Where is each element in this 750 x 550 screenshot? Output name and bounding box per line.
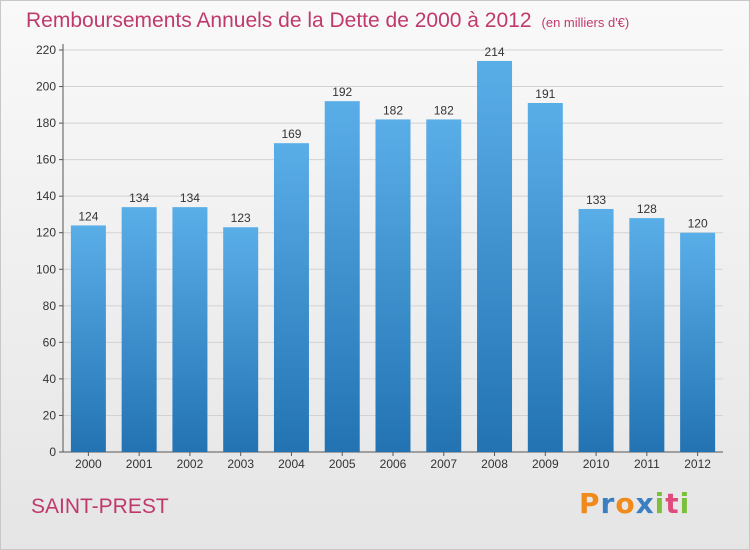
bar-2004	[273, 143, 309, 452]
x-tick-label: 2004	[278, 457, 305, 471]
logo-letter: t	[665, 487, 680, 520]
x-tick-label: 2012	[684, 457, 711, 471]
y-tick-label: 0	[49, 445, 56, 459]
bar-2011	[629, 218, 665, 452]
proxiti-logo[interactable]: Proxiti	[579, 487, 690, 520]
logo-letter: i	[679, 487, 691, 520]
y-tick-label: 120	[36, 226, 56, 240]
x-tick-label: 2006	[380, 457, 407, 471]
y-tick-label: 200	[36, 80, 56, 94]
data-label: 120	[688, 217, 708, 231]
y-tick-label: 100	[36, 262, 56, 276]
chart-title-text: Remboursements Annuels de la Dette de 20…	[26, 9, 532, 32]
y-tick-label: 20	[43, 408, 57, 422]
y-tick-label: 140	[36, 189, 56, 203]
x-tick-label: 2008	[481, 457, 508, 471]
bars	[70, 60, 716, 453]
x-tick-label: 2005	[329, 457, 356, 471]
bar-2002	[172, 207, 208, 452]
logo-letter: r	[600, 487, 616, 520]
bar-2012	[680, 232, 716, 452]
bar-2005	[324, 101, 360, 452]
x-tick-label: 2007	[430, 457, 457, 471]
x-tick-label: 2011	[634, 457, 660, 471]
bar-2003	[223, 227, 259, 452]
bar-2001	[121, 207, 157, 452]
data-label: 182	[383, 103, 403, 117]
logo-letter: P	[579, 487, 601, 520]
data-label: 124	[78, 209, 98, 223]
logo-letter: o	[615, 487, 636, 520]
y-tick-label: 60	[43, 335, 57, 349]
commune-name: SAINT-PREST	[31, 495, 169, 518]
logo-letter: i	[654, 487, 666, 520]
bar-2010	[578, 208, 614, 452]
x-tick-label: 2000	[75, 457, 102, 471]
data-label: 134	[180, 191, 200, 205]
y-tick-label: 220	[36, 43, 56, 57]
bar-2008	[477, 60, 513, 453]
chart-title: Remboursements Annuels de la Dette de 20…	[26, 9, 629, 33]
x-tick-label: 2009	[532, 457, 559, 471]
bar-2006	[375, 119, 411, 452]
data-label: 133	[586, 193, 606, 207]
bar-2007	[426, 119, 462, 452]
bar-2000	[70, 225, 106, 452]
y-tick-label: 40	[43, 372, 57, 386]
data-label: 134	[129, 191, 149, 205]
data-label: 128	[637, 202, 657, 216]
x-tick-label: 2003	[227, 457, 254, 471]
data-label: 214	[485, 45, 505, 59]
y-tick-label: 180	[36, 116, 56, 130]
x-tick-label: 2001	[126, 457, 153, 471]
data-labels: 124 134 134 123 169 192 182 182 214 191 133 128 120	[78, 45, 708, 231]
x-tick-label: 2010	[583, 457, 610, 471]
data-label: 192	[332, 85, 352, 99]
logo-letter: x	[635, 487, 655, 520]
x-tick-label: 2002	[177, 457, 204, 471]
data-label: 191	[535, 87, 555, 101]
data-label: 123	[231, 211, 251, 225]
y-tick-label: 160	[36, 153, 56, 167]
data-label: 182	[434, 103, 454, 117]
y-tick-label: 80	[43, 299, 57, 313]
bar-2009	[527, 102, 563, 452]
data-label: 169	[281, 127, 301, 141]
chart-unit: (en milliers d'€)	[541, 15, 630, 30]
